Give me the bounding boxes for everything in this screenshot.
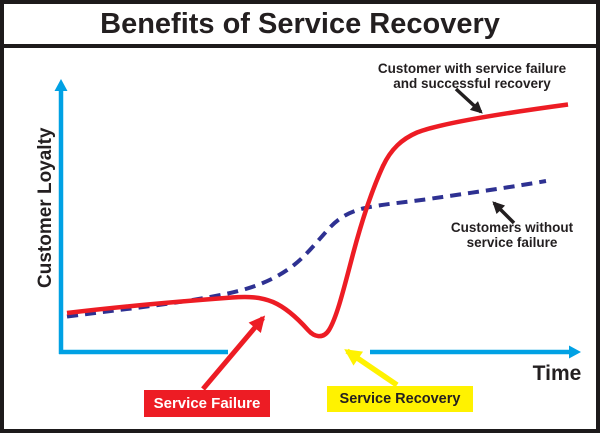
annotation-line: Customers without (450, 220, 574, 235)
annotation-recovered: Customer with service failure and succes… (372, 61, 572, 91)
arrow-up-icon (54, 79, 68, 91)
annotation-line: service failure (466, 235, 558, 251)
service-recovery-arrow (344, 348, 399, 388)
chart-title: Benefits of Service Recovery (100, 7, 500, 40)
annotation-line: and successful recovery (393, 76, 551, 92)
x-axis-label: Time (532, 362, 582, 385)
service-failure-callout: Service Failure (144, 390, 270, 417)
service-recovery-callout: Service Recovery (327, 386, 473, 412)
annotation-arrow-no-failure (492, 201, 516, 225)
annotation-arrow-recovered (454, 87, 483, 114)
arrow-right-icon (569, 345, 581, 359)
service-failure-arrow (201, 315, 266, 391)
annotation-line: Customer with service failure (377, 61, 567, 76)
title-bar: Benefits of Service Recovery (4, 4, 596, 48)
y-axis-label: Customer Loyalty (35, 127, 56, 288)
chart-canvas (54, 79, 581, 391)
service-failure-label: Service Failure (153, 395, 261, 412)
recovery-curve (66, 102, 569, 339)
annotation-no-failure: Customers without service failure (432, 220, 592, 250)
service-recovery-label: Service Recovery (339, 391, 461, 407)
